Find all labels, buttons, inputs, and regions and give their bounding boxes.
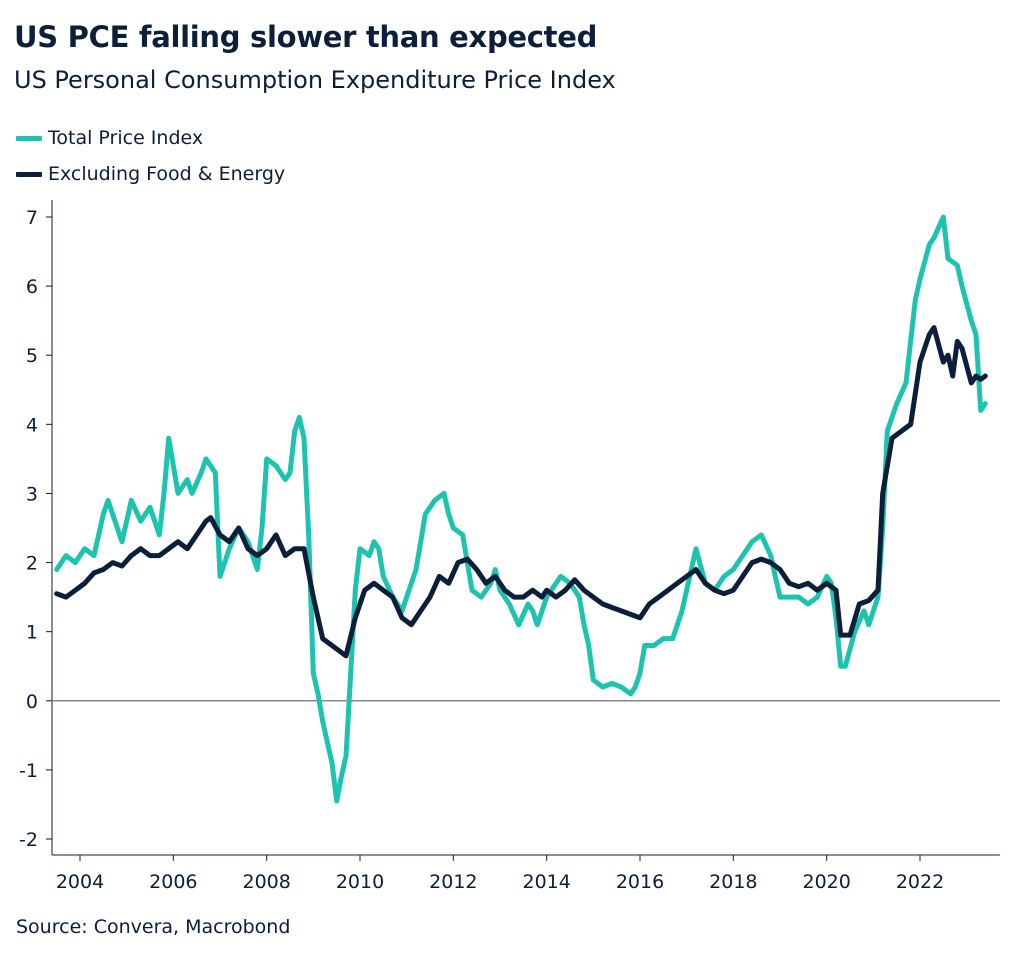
y-tick-label: 7	[26, 207, 38, 229]
x-tick-label: 2022	[896, 871, 944, 893]
series-line-total	[54, 214, 988, 804]
legend-swatch-core	[16, 171, 42, 177]
chart-subtitle: US Personal Consumption Expenditure Pric…	[14, 66, 616, 94]
y-tick-label: -1	[19, 760, 38, 782]
legend-item-total: Total Price Index	[16, 120, 285, 156]
x-tick-label: 2018	[709, 871, 757, 893]
legend-label-total: Total Price Index	[48, 127, 204, 149]
x-tick-label: 2004	[56, 871, 104, 893]
legend-item-core: Excluding Food & Energy	[16, 156, 285, 192]
y-tick-label: -2	[19, 829, 38, 851]
y-tick-label: 3	[26, 483, 38, 505]
y-tick-label: 5	[26, 345, 38, 367]
legend-label-core: Excluding Food & Energy	[48, 163, 286, 185]
x-tick-label: 2006	[149, 871, 197, 893]
series-line-core	[54, 325, 988, 659]
y-tick-label: 0	[26, 691, 38, 713]
x-tick-label: 2008	[242, 871, 290, 893]
x-tick-label: 2010	[336, 871, 384, 893]
y-tick-label: 6	[26, 276, 38, 298]
x-tick-label: 2016	[616, 871, 664, 893]
legend: Total Price Index Excluding Food & Energ…	[16, 120, 285, 192]
source-note: Source: Convera, Macrobond	[16, 916, 291, 938]
y-tick-label: 2	[26, 553, 38, 575]
chart-title: US PCE falling slower than expected	[14, 20, 598, 54]
y-tick-label: 4	[26, 414, 38, 436]
x-tick-label: 2012	[429, 871, 477, 893]
y-tick-label: 1	[26, 622, 38, 644]
x-tick-label: 2020	[802, 871, 850, 893]
x-tick-label: 2014	[522, 871, 570, 893]
legend-swatch-total	[16, 135, 42, 141]
